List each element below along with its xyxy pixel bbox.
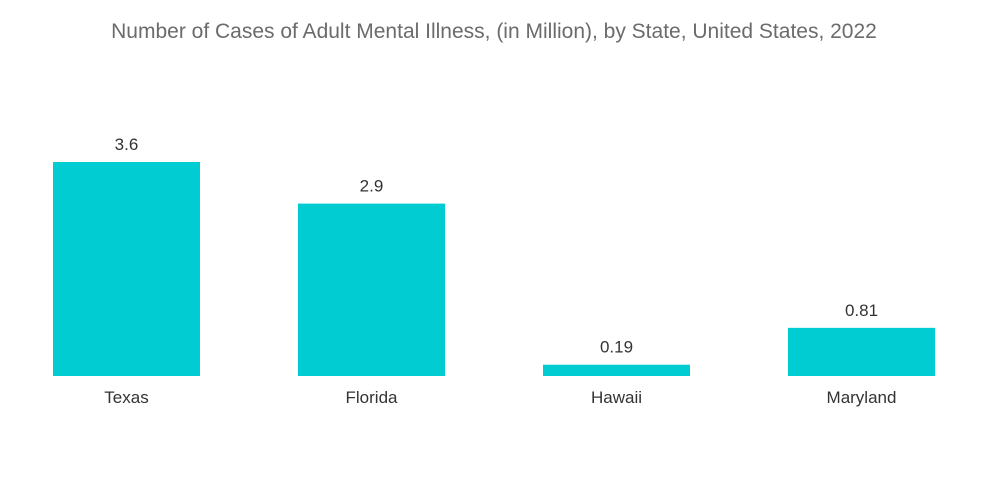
bar-maryland xyxy=(788,327,935,376)
value-label-florida: 2.9 xyxy=(360,177,384,196)
bar-hawaii xyxy=(543,364,690,376)
value-labels-group: 3.6 2.9 0.19 0.81 xyxy=(115,135,878,357)
category-label-florida: Florida xyxy=(346,388,399,407)
value-label-texas: 3.6 xyxy=(115,135,139,154)
value-label-maryland: 0.81 xyxy=(845,301,878,320)
category-labels-group: Texas Florida Hawaii Maryland xyxy=(104,388,896,407)
category-label-maryland: Maryland xyxy=(827,388,897,407)
bar-florida xyxy=(298,203,445,376)
value-label-hawaii: 0.19 xyxy=(600,338,633,357)
category-label-hawaii: Hawaii xyxy=(591,388,642,407)
category-label-texas: Texas xyxy=(104,388,148,407)
bars-group xyxy=(53,162,935,376)
bar-texas xyxy=(53,162,200,376)
chart-title: Number of Cases of Adult Mental Illness,… xyxy=(111,20,877,43)
